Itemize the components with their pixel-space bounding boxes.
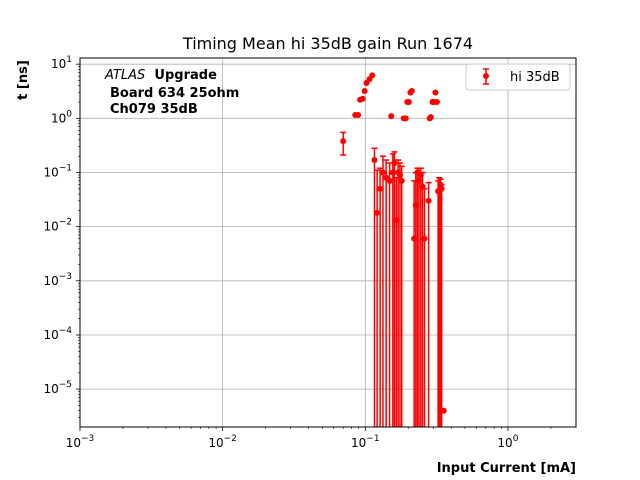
- data-point: [438, 185, 445, 192]
- data-point: [340, 138, 347, 145]
- y-tick-label: 10−2: [43, 218, 72, 234]
- data-point: [440, 407, 447, 414]
- y-tick-label: 10−4: [43, 326, 72, 342]
- data-point: [369, 72, 376, 79]
- data-point: [386, 177, 393, 184]
- data-point: [379, 169, 386, 176]
- y-tick-label: 101: [51, 55, 72, 71]
- data-point: [398, 177, 405, 184]
- data-point: [432, 89, 439, 96]
- plot-frame: [79, 57, 577, 428]
- data-series: [340, 72, 447, 427]
- legend: hi 35dB: [465, 63, 571, 91]
- x-tick-label: 10−1: [351, 434, 380, 450]
- atlas-label: ATLAS: [104, 68, 145, 83]
- data-point: [371, 157, 378, 164]
- atlas-annotation: ATLAS Upgrade Board 634 25ohm Ch079 35dB: [104, 68, 239, 117]
- data-point: [359, 95, 366, 102]
- data-point: [408, 87, 415, 94]
- data-point: [433, 99, 440, 106]
- data-point: [391, 159, 398, 166]
- x-axis-label: Input Current [mA]: [437, 461, 576, 476]
- data-point: [374, 209, 381, 216]
- data-point: [355, 112, 362, 119]
- legend-marker-icon: [483, 68, 489, 85]
- x-tick-label: 100: [497, 434, 518, 450]
- data-point: [421, 235, 428, 242]
- data-point: [361, 87, 368, 94]
- data-point: [377, 185, 384, 192]
- board-label: Board 634 25ohm: [110, 86, 239, 101]
- legend-box: [465, 63, 571, 91]
- x-tick-label: 10−3: [66, 434, 95, 450]
- data-point: [402, 115, 409, 122]
- svg-text:ATLAS Upgrade: ATLAS Upgrade: [104, 68, 217, 83]
- legend-label: hi 35dB: [510, 70, 560, 85]
- data-point: [427, 114, 434, 121]
- y-tick-label: 100: [51, 109, 72, 125]
- channel-label: Ch079 35dB: [110, 102, 198, 117]
- y-tick-label: 10−1: [43, 163, 72, 179]
- y-tick-label: 10−3: [43, 272, 72, 288]
- data-point: [405, 99, 412, 106]
- y-tick-label: 10−5: [43, 380, 72, 396]
- axis-ticks: 10−3 10−2 10−1 100 10−5 10−4 10−3 10−2 10−1 100 10…: [43, 55, 518, 450]
- chart-title: Timing Mean hi 35dB gain Run 1674: [182, 34, 473, 53]
- x-tick-label: 10−2: [208, 434, 237, 450]
- y-axis-label: t [ns]: [16, 60, 31, 100]
- data-point: [425, 197, 432, 204]
- data-point: [388, 113, 395, 120]
- upgrade-label: Upgrade: [154, 68, 217, 83]
